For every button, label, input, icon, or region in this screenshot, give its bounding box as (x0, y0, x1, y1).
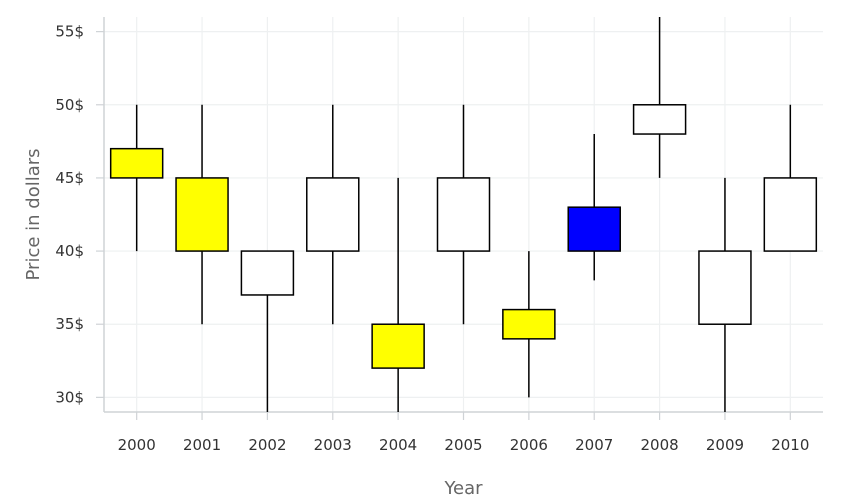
x-tick-label: 2008 (640, 436, 678, 454)
y-axis-ticks: 30$ 35$ 40$ 45$ 50$ 55$ (55, 23, 104, 406)
x-tick-label: 2006 (510, 436, 548, 454)
y-tick-label: 50$ (55, 96, 84, 114)
y-axis-title: Price in dollars (23, 148, 44, 280)
y-tick-label: 30$ (55, 388, 84, 406)
candle-2009 (698, 177, 752, 412)
candle-2000 (109, 104, 164, 252)
candle-body (632, 104, 687, 135)
x-tick-label: 2005 (444, 436, 482, 454)
candle-body (763, 177, 818, 252)
y-tick-label: 55$ (55, 23, 84, 41)
candle-2004 (371, 177, 425, 412)
candle-2008 (632, 17, 687, 178)
x-axis-title: Year (443, 478, 483, 499)
y-tick-label: 40$ (55, 242, 84, 260)
x-tick-label: 2010 (771, 436, 809, 454)
candle-body (436, 177, 491, 252)
x-tick-label: 2007 (575, 436, 613, 454)
x-tick-label: 2009 (706, 436, 744, 454)
candle-body (175, 177, 229, 252)
candle-body (240, 250, 295, 296)
x-tick-label: 2001 (183, 436, 221, 454)
y-tick-label: 35$ (55, 315, 84, 333)
candle-2002 (240, 250, 295, 412)
candle-2007 (567, 134, 621, 281)
x-tick-label: 2000 (118, 436, 156, 454)
candle-2001 (175, 104, 229, 325)
candle-2003 (306, 104, 360, 325)
x-tick-label: 2004 (379, 436, 417, 454)
x-axis-ticks: 2000 2001 2002 2003 2004 2005 2006 2007 2008 2009… (118, 412, 809, 454)
candle-body (502, 308, 556, 340)
candle-2006 (502, 251, 556, 398)
candle-body (698, 250, 752, 325)
x-tick-label: 2003 (314, 436, 352, 454)
x-tick-label: 2002 (248, 436, 286, 454)
candle-body (567, 206, 621, 252)
y-tick-label: 45$ (55, 169, 84, 187)
candles (109, 17, 818, 412)
candle-body (371, 323, 425, 369)
candle-body (109, 147, 164, 179)
candle-2005 (436, 104, 491, 325)
candle-body (306, 177, 360, 252)
candle-2010 (763, 104, 818, 252)
